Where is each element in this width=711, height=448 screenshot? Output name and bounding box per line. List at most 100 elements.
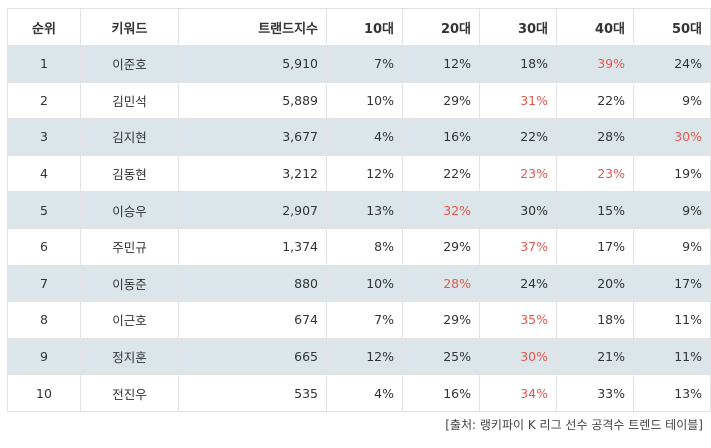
age-share-cell: 30% bbox=[479, 337, 557, 376]
age-share-cell: 33% bbox=[556, 374, 634, 412]
age-share-cell: 23% bbox=[556, 154, 634, 193]
trend-index-cell: 1,374 bbox=[178, 227, 327, 266]
header-trend-index: 트랜드지수 bbox=[178, 8, 327, 46]
table-row: 6 주민규 1,374 8% 29% 37% 17% 9% bbox=[7, 227, 711, 266]
table-row: 1 이준호 5,910 7% 12% 18% 39% 24% bbox=[7, 45, 711, 83]
age-share-cell: 7% bbox=[326, 301, 403, 339]
header-age-20s: 20대 bbox=[402, 8, 480, 46]
age-share-cell: 22% bbox=[402, 154, 480, 193]
age-share-cell: 21% bbox=[556, 337, 634, 376]
trend-index-cell: 5,889 bbox=[178, 81, 327, 120]
age-share-cell: 8% bbox=[326, 227, 403, 266]
keyword-cell: 김민석 bbox=[80, 81, 179, 120]
keyword-cell: 이근호 bbox=[80, 301, 179, 339]
rank-cell: 9 bbox=[7, 337, 81, 376]
age-share-cell: 13% bbox=[326, 191, 403, 229]
age-share-cell: 9% bbox=[633, 227, 711, 266]
age-share-cell: 4% bbox=[326, 374, 403, 412]
age-share-cell: 29% bbox=[402, 227, 480, 266]
age-share-cell: 22% bbox=[556, 81, 634, 120]
header-age-40s: 40대 bbox=[556, 8, 634, 46]
header-age-30s: 30대 bbox=[479, 8, 557, 46]
trend-index-cell: 5,910 bbox=[178, 45, 327, 83]
rank-cell: 5 bbox=[7, 191, 81, 229]
rank-cell: 6 bbox=[7, 227, 81, 266]
trend-table-container: 순위 키워드 트랜드지수 10대 20대 30대 40대 50대 1 이준호 5,9… bbox=[7, 8, 711, 412]
age-share-cell: 9% bbox=[633, 191, 711, 229]
table-row: 7 이동준 880 10% 28% 24% 20% 17% bbox=[7, 264, 711, 303]
table-row: 2 김민석 5,889 10% 29% 31% 22% 9% bbox=[7, 81, 711, 120]
keyword-cell: 정지훈 bbox=[80, 337, 179, 376]
age-share-cell: 19% bbox=[633, 154, 711, 193]
age-share-cell: 11% bbox=[633, 337, 711, 376]
rank-cell: 1 bbox=[7, 45, 81, 83]
trend-index-cell: 3,212 bbox=[178, 154, 327, 193]
age-share-cell: 28% bbox=[402, 264, 480, 303]
rank-cell: 2 bbox=[7, 81, 81, 120]
table-row: 9 정지훈 665 12% 25% 30% 21% 11% bbox=[7, 337, 711, 376]
age-share-cell: 10% bbox=[326, 264, 403, 303]
header-rank: 순위 bbox=[7, 8, 81, 46]
table-row: 10 전진우 535 4% 16% 34% 33% 13% bbox=[7, 374, 711, 412]
age-share-cell: 12% bbox=[326, 337, 403, 376]
keyword-cell: 이준호 bbox=[80, 45, 179, 83]
header-row: 순위 키워드 트랜드지수 10대 20대 30대 40대 50대 bbox=[7, 8, 711, 46]
age-share-cell: 31% bbox=[479, 81, 557, 120]
trend-index-cell: 665 bbox=[178, 337, 327, 376]
age-share-cell: 17% bbox=[633, 264, 711, 303]
keyword-cell: 김지현 bbox=[80, 118, 179, 156]
age-share-cell: 29% bbox=[402, 301, 480, 339]
age-share-cell: 30% bbox=[633, 118, 711, 156]
age-share-cell: 7% bbox=[326, 45, 403, 83]
table-row: 8 이근호 674 7% 29% 35% 18% 11% bbox=[7, 301, 711, 339]
age-share-cell: 24% bbox=[479, 264, 557, 303]
keyword-cell: 이동준 bbox=[80, 264, 179, 303]
age-share-cell: 23% bbox=[479, 154, 557, 193]
table-row: 4 김동현 3,212 12% 22% 23% 23% 19% bbox=[7, 154, 711, 193]
age-share-cell: 12% bbox=[326, 154, 403, 193]
trend-table: 순위 키워드 트랜드지수 10대 20대 30대 40대 50대 1 이준호 5,9… bbox=[7, 8, 711, 412]
age-share-cell: 16% bbox=[402, 118, 480, 156]
table-row: 5 이승우 2,907 13% 32% 30% 15% 9% bbox=[7, 191, 711, 229]
header-age-50s: 50대 bbox=[633, 8, 711, 46]
keyword-cell: 이승우 bbox=[80, 191, 179, 229]
rank-cell: 10 bbox=[7, 374, 81, 412]
age-share-cell: 34% bbox=[479, 374, 557, 412]
trend-index-cell: 535 bbox=[178, 374, 327, 412]
source-caption: [출처: 랭키파이 K 리그 선수 공격수 트렌드 테이블] bbox=[445, 418, 703, 432]
age-share-cell: 10% bbox=[326, 81, 403, 120]
keyword-cell: 전진우 bbox=[80, 374, 179, 412]
trend-index-cell: 674 bbox=[178, 301, 327, 339]
age-share-cell: 25% bbox=[402, 337, 480, 376]
age-share-cell: 35% bbox=[479, 301, 557, 339]
age-share-cell: 15% bbox=[556, 191, 634, 229]
age-share-cell: 9% bbox=[633, 81, 711, 120]
age-share-cell: 20% bbox=[556, 264, 634, 303]
table-row: 3 김지현 3,677 4% 16% 22% 28% 30% bbox=[7, 118, 711, 156]
age-share-cell: 4% bbox=[326, 118, 403, 156]
age-share-cell: 39% bbox=[556, 45, 634, 83]
trend-index-cell: 3,677 bbox=[178, 118, 327, 156]
rank-cell: 7 bbox=[7, 264, 81, 303]
rank-cell: 4 bbox=[7, 154, 81, 193]
age-share-cell: 18% bbox=[556, 301, 634, 339]
header-keyword: 키워드 bbox=[80, 8, 179, 46]
trend-index-cell: 880 bbox=[178, 264, 327, 303]
age-share-cell: 16% bbox=[402, 374, 480, 412]
age-share-cell: 22% bbox=[479, 118, 557, 156]
age-share-cell: 18% bbox=[479, 45, 557, 83]
age-share-cell: 17% bbox=[556, 227, 634, 266]
age-share-cell: 11% bbox=[633, 301, 711, 339]
rank-cell: 8 bbox=[7, 301, 81, 339]
age-share-cell: 32% bbox=[402, 191, 480, 229]
age-share-cell: 37% bbox=[479, 227, 557, 266]
age-share-cell: 24% bbox=[633, 45, 711, 83]
age-share-cell: 13% bbox=[633, 374, 711, 412]
age-share-cell: 29% bbox=[402, 81, 480, 120]
keyword-cell: 주민규 bbox=[80, 227, 179, 266]
header-age-10s: 10대 bbox=[326, 8, 403, 46]
age-share-cell: 28% bbox=[556, 118, 634, 156]
age-share-cell: 12% bbox=[402, 45, 480, 83]
rank-cell: 3 bbox=[7, 118, 81, 156]
trend-index-cell: 2,907 bbox=[178, 191, 327, 229]
